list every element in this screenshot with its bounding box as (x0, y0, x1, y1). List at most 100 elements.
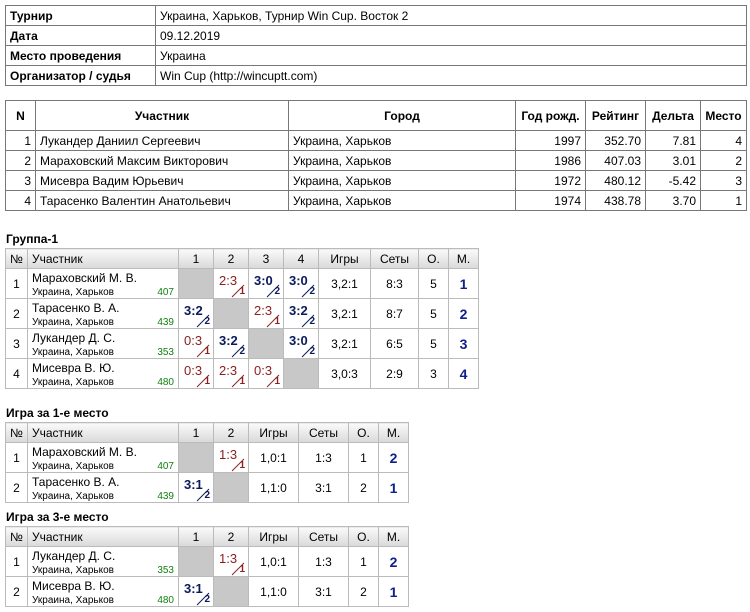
score: 3:2 (184, 303, 203, 318)
group-head: № Участник 1 2 3 4 Игры Сеты О. М. (5, 248, 479, 269)
player-row: 1 Мараховский М. В. Украина, Харьков 407 1:3… (5, 442, 409, 473)
player-cell: Тарасенко В. А. Украина, Харьков 439 (27, 298, 179, 329)
column-header: Участник (35, 100, 289, 131)
self-cell (178, 268, 214, 299)
player-name: Мараховский М. В. (32, 271, 137, 285)
score-sub: 2 (274, 286, 280, 297)
cell: 1997 (515, 130, 586, 151)
score-sub: 1 (239, 460, 245, 471)
slash-line (196, 344, 210, 358)
sets: 8:3 (370, 268, 419, 299)
points: 5 (418, 328, 449, 359)
score-cell: 0:3 1 (178, 328, 214, 359)
slash-line (231, 344, 245, 358)
score-cell: 2:3 1 (213, 358, 249, 389)
cell: 1 (700, 190, 747, 211)
score-slash (196, 314, 210, 328)
slash-line (266, 284, 280, 298)
header-row: № Участник 1 2 Игры Сеты О. М. (5, 422, 409, 443)
info-row: Дата 09.12.2019 (5, 25, 747, 46)
slash-line (301, 314, 315, 328)
score-cell: 3:1 2 (178, 576, 214, 607)
player-city: Украина, Харьков (32, 461, 114, 472)
score-cell: 1:3 1 (213, 442, 249, 473)
self-cell (213, 576, 249, 607)
slash-line (231, 374, 245, 388)
player-name: Мисевра В. Ю. (32, 361, 115, 375)
participant-row: 2 Мараховский Максим Викторович Украина, Х… (5, 150, 747, 171)
group-head: № Участник 1 2 Игры Сеты О. М. (5, 422, 409, 443)
self-cell (213, 472, 249, 503)
row-number: 1 (5, 546, 28, 577)
player-info: Мараховский М. В. Украина, Харьков 407 (32, 444, 174, 472)
cell: 4 (700, 130, 747, 151)
self-cell (248, 328, 284, 359)
score: 3:0 (289, 333, 308, 348)
score: 1:3 (219, 447, 238, 462)
games: 1,1:0 (248, 472, 299, 503)
games: 1,1:0 (248, 576, 299, 607)
player-info: Мисевра В. Ю. Украина, Харьков 480 (32, 578, 174, 606)
column-header: М. (448, 248, 479, 269)
score-sub: 2 (239, 346, 245, 357)
player-info: Тарасенко В. А. Украина, Харьков 439 (32, 474, 174, 502)
slash-line (231, 284, 245, 298)
player-city: Украина, Харьков (32, 317, 114, 328)
player-name: Тарасенко В. А. (32, 475, 120, 489)
score-cell: 3:2 2 (213, 328, 249, 359)
place: 1 (378, 576, 409, 607)
player-cell: Тарасенко В. А. Украина, Харьков 439 (27, 472, 179, 503)
info-row: Турнир Украина, Харьков, Турнир Win Cup. … (5, 5, 747, 26)
games: 1,0:1 (248, 442, 299, 473)
column-header: О. (418, 248, 449, 269)
info-value: Win Cup (http://wincuptt.com) (155, 65, 747, 86)
score-slash (301, 314, 315, 328)
column-header: Участник (27, 526, 179, 547)
score: 0:3 (184, 363, 203, 378)
slash-line (231, 562, 245, 576)
score-slash (196, 592, 210, 606)
player-name: Лукандер Д. С. (32, 549, 116, 563)
score: 3:1 (184, 581, 203, 596)
group-head: № Участник 1 2 Игры Сеты О. М. (5, 526, 409, 547)
player-name: Лукандер Д. С. (32, 331, 116, 345)
cell: 438.78 (585, 190, 646, 211)
player-city: Украина, Харьков (32, 491, 114, 502)
column-header: 2 (213, 422, 249, 443)
cell: Мараховский Максим Викторович (35, 150, 289, 171)
score-sub: 2 (204, 316, 210, 327)
sets: 1:3 (298, 442, 349, 473)
column-header: № (5, 248, 28, 269)
player-rating: 480 (157, 595, 174, 606)
player-name: Тарасенко В. А. (32, 301, 120, 315)
group-body: 1 Мараховский М. В. Украина, Харьков 407 1:3… (5, 442, 409, 503)
cell: 3.70 (645, 190, 701, 211)
slash-line (196, 488, 210, 502)
player-rating: 353 (157, 565, 174, 576)
group-table: № Участник 1 2 Игры Сеты О. М. 1 Лукандер Д. С. Ук… (5, 526, 409, 607)
group-body: 1 Лукандер Д. С. Украина, Харьков 353 1:3 1 1,… (5, 546, 409, 607)
participants-head: N Участник Город Год рожд. Рейтинг Дельта Мест… (5, 100, 747, 131)
cell: 7.81 (645, 130, 701, 151)
score-slash (266, 314, 280, 328)
participant-row: 3 Мисевра Вадим Юрьевич Украина, Харьков 19… (5, 170, 747, 191)
participants-body: 1 Лукандер Даниил Сергеевич Украина, Харьк… (5, 130, 747, 211)
cell: 1 (5, 130, 36, 151)
score: 3:2 (289, 303, 308, 318)
score-slash (301, 344, 315, 358)
info-value: 09.12.2019 (155, 25, 747, 46)
column-header: Игры (248, 526, 299, 547)
player-rating: 353 (157, 347, 174, 358)
slash-line (301, 344, 315, 358)
column-header: Игры (248, 422, 299, 443)
score-sub: 1 (204, 346, 210, 357)
column-header: Город (288, 100, 516, 131)
points: 5 (418, 298, 449, 329)
slash-line (196, 314, 210, 328)
column-header: 4 (283, 248, 319, 269)
column-header: Сеты (370, 248, 419, 269)
column-header: Рейтинг (585, 100, 646, 131)
score-cell: 3:2 2 (283, 298, 319, 329)
score-slash (231, 344, 245, 358)
score-sub: 1 (274, 316, 280, 327)
